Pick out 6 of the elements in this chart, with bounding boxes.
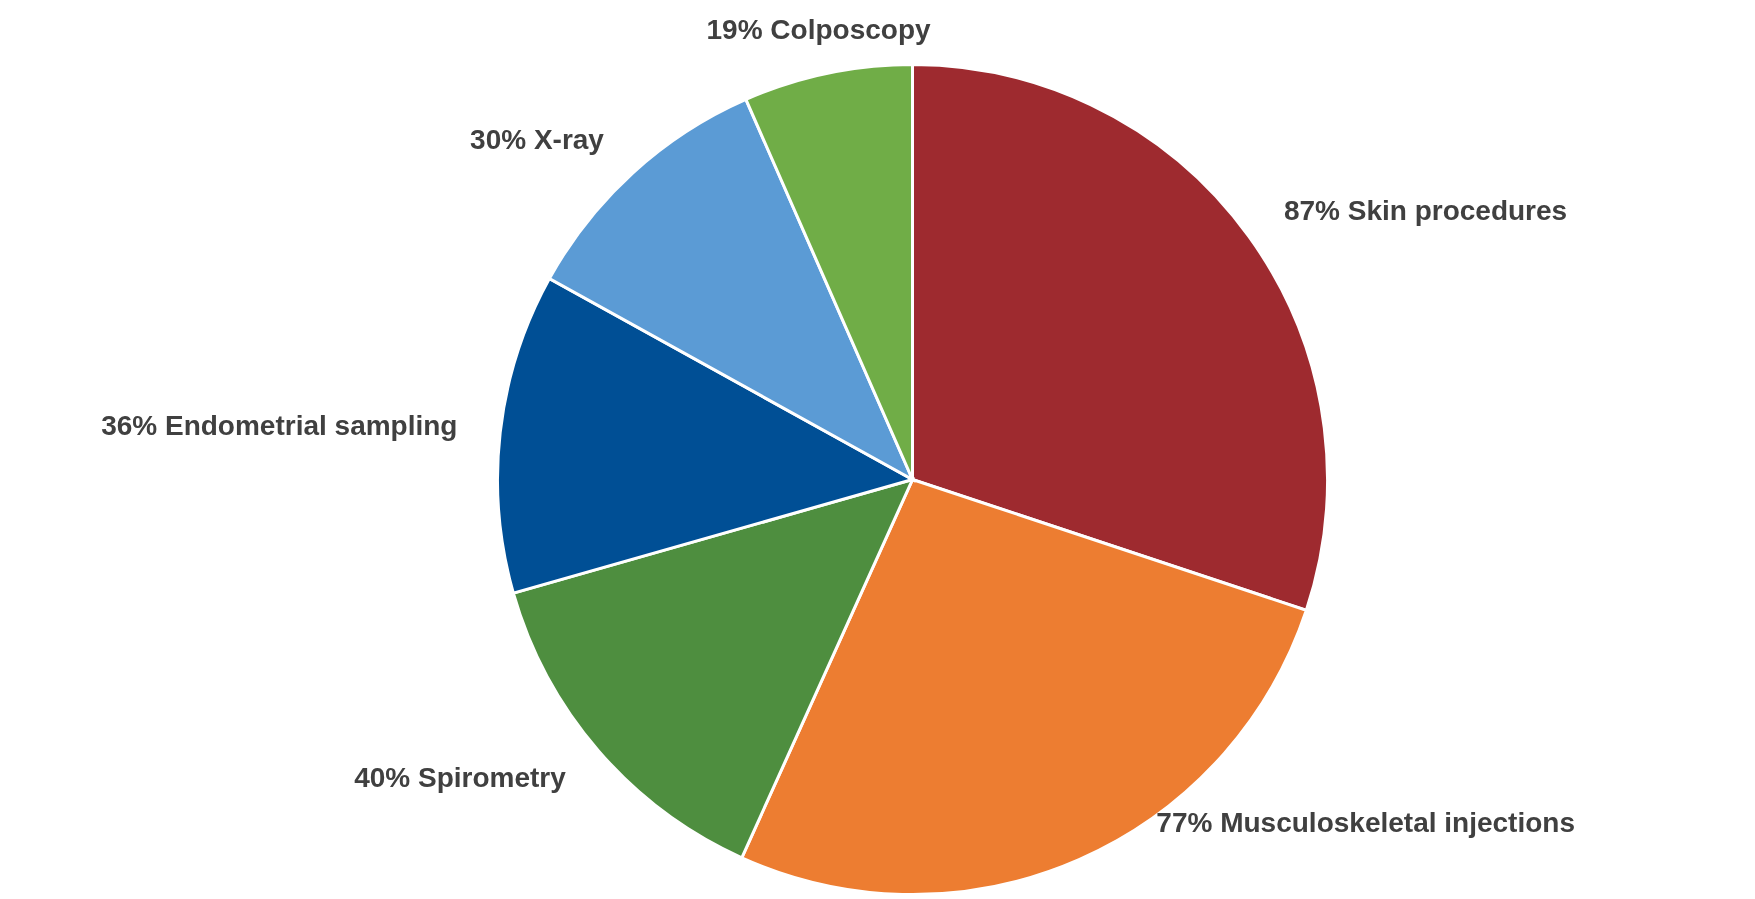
slice-label: 87% Skin procedures [1283,194,1568,226]
slice-label: 30% X-ray [470,124,605,156]
slice-label: 40% Spirometry [354,761,567,793]
slice-label: 19% Colposcopy [706,14,932,46]
slice-label: 77% Musculoskeletal injections [1156,806,1575,838]
slice-label: 36% Endometrial sampling [101,410,458,442]
